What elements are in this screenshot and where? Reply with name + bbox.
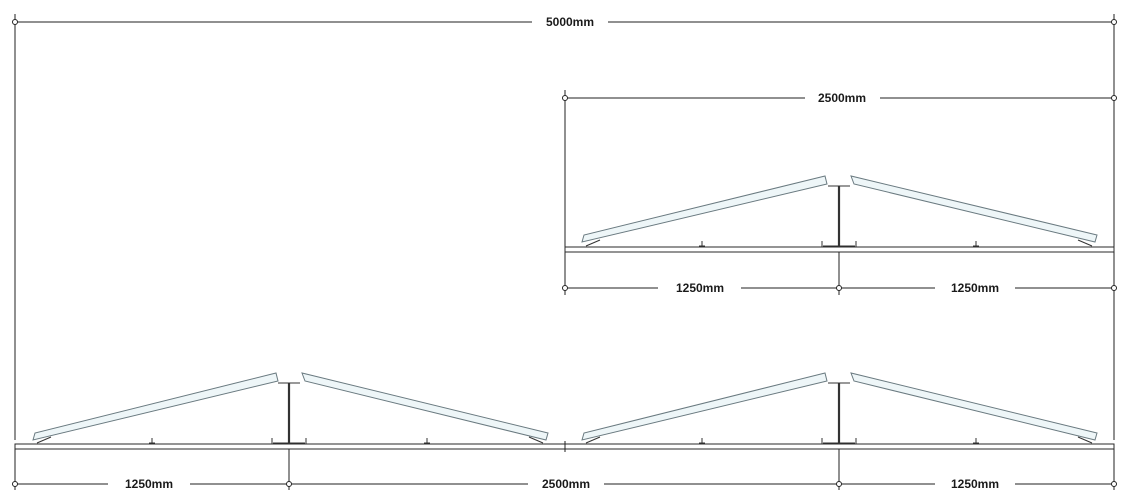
bottom-right-label: 1250mm [951, 477, 999, 491]
detail-assembly [564, 175, 1115, 253]
overall-dimension: 5000mm [12, 14, 1117, 440]
bottom-right-assembly [581, 372, 1098, 444]
bottom-left-assembly [32, 372, 549, 444]
detail-right-half-label: 1250mm [951, 281, 999, 295]
panel-left [32, 372, 279, 441]
panel-right [850, 372, 1098, 441]
detail-left-half-label: 1250mm [676, 281, 724, 295]
panel-right [301, 372, 549, 441]
bottom-dimensions: 1250mm 2500mm 1250mm [12, 449, 1117, 491]
panel-left [581, 372, 828, 441]
bottom-left-label: 1250mm [125, 477, 173, 491]
detail-width-label: 2500mm [818, 91, 866, 105]
detail-half-dimensions: 1250mm 1250mm [562, 252, 1117, 295]
detail-width-dimension: 2500mm [562, 90, 1117, 295]
panel-left [581, 175, 828, 243]
bottom-center-label: 2500mm [542, 477, 590, 491]
overall-dimension-label: 5000mm [546, 15, 594, 29]
panel-right [850, 175, 1098, 243]
